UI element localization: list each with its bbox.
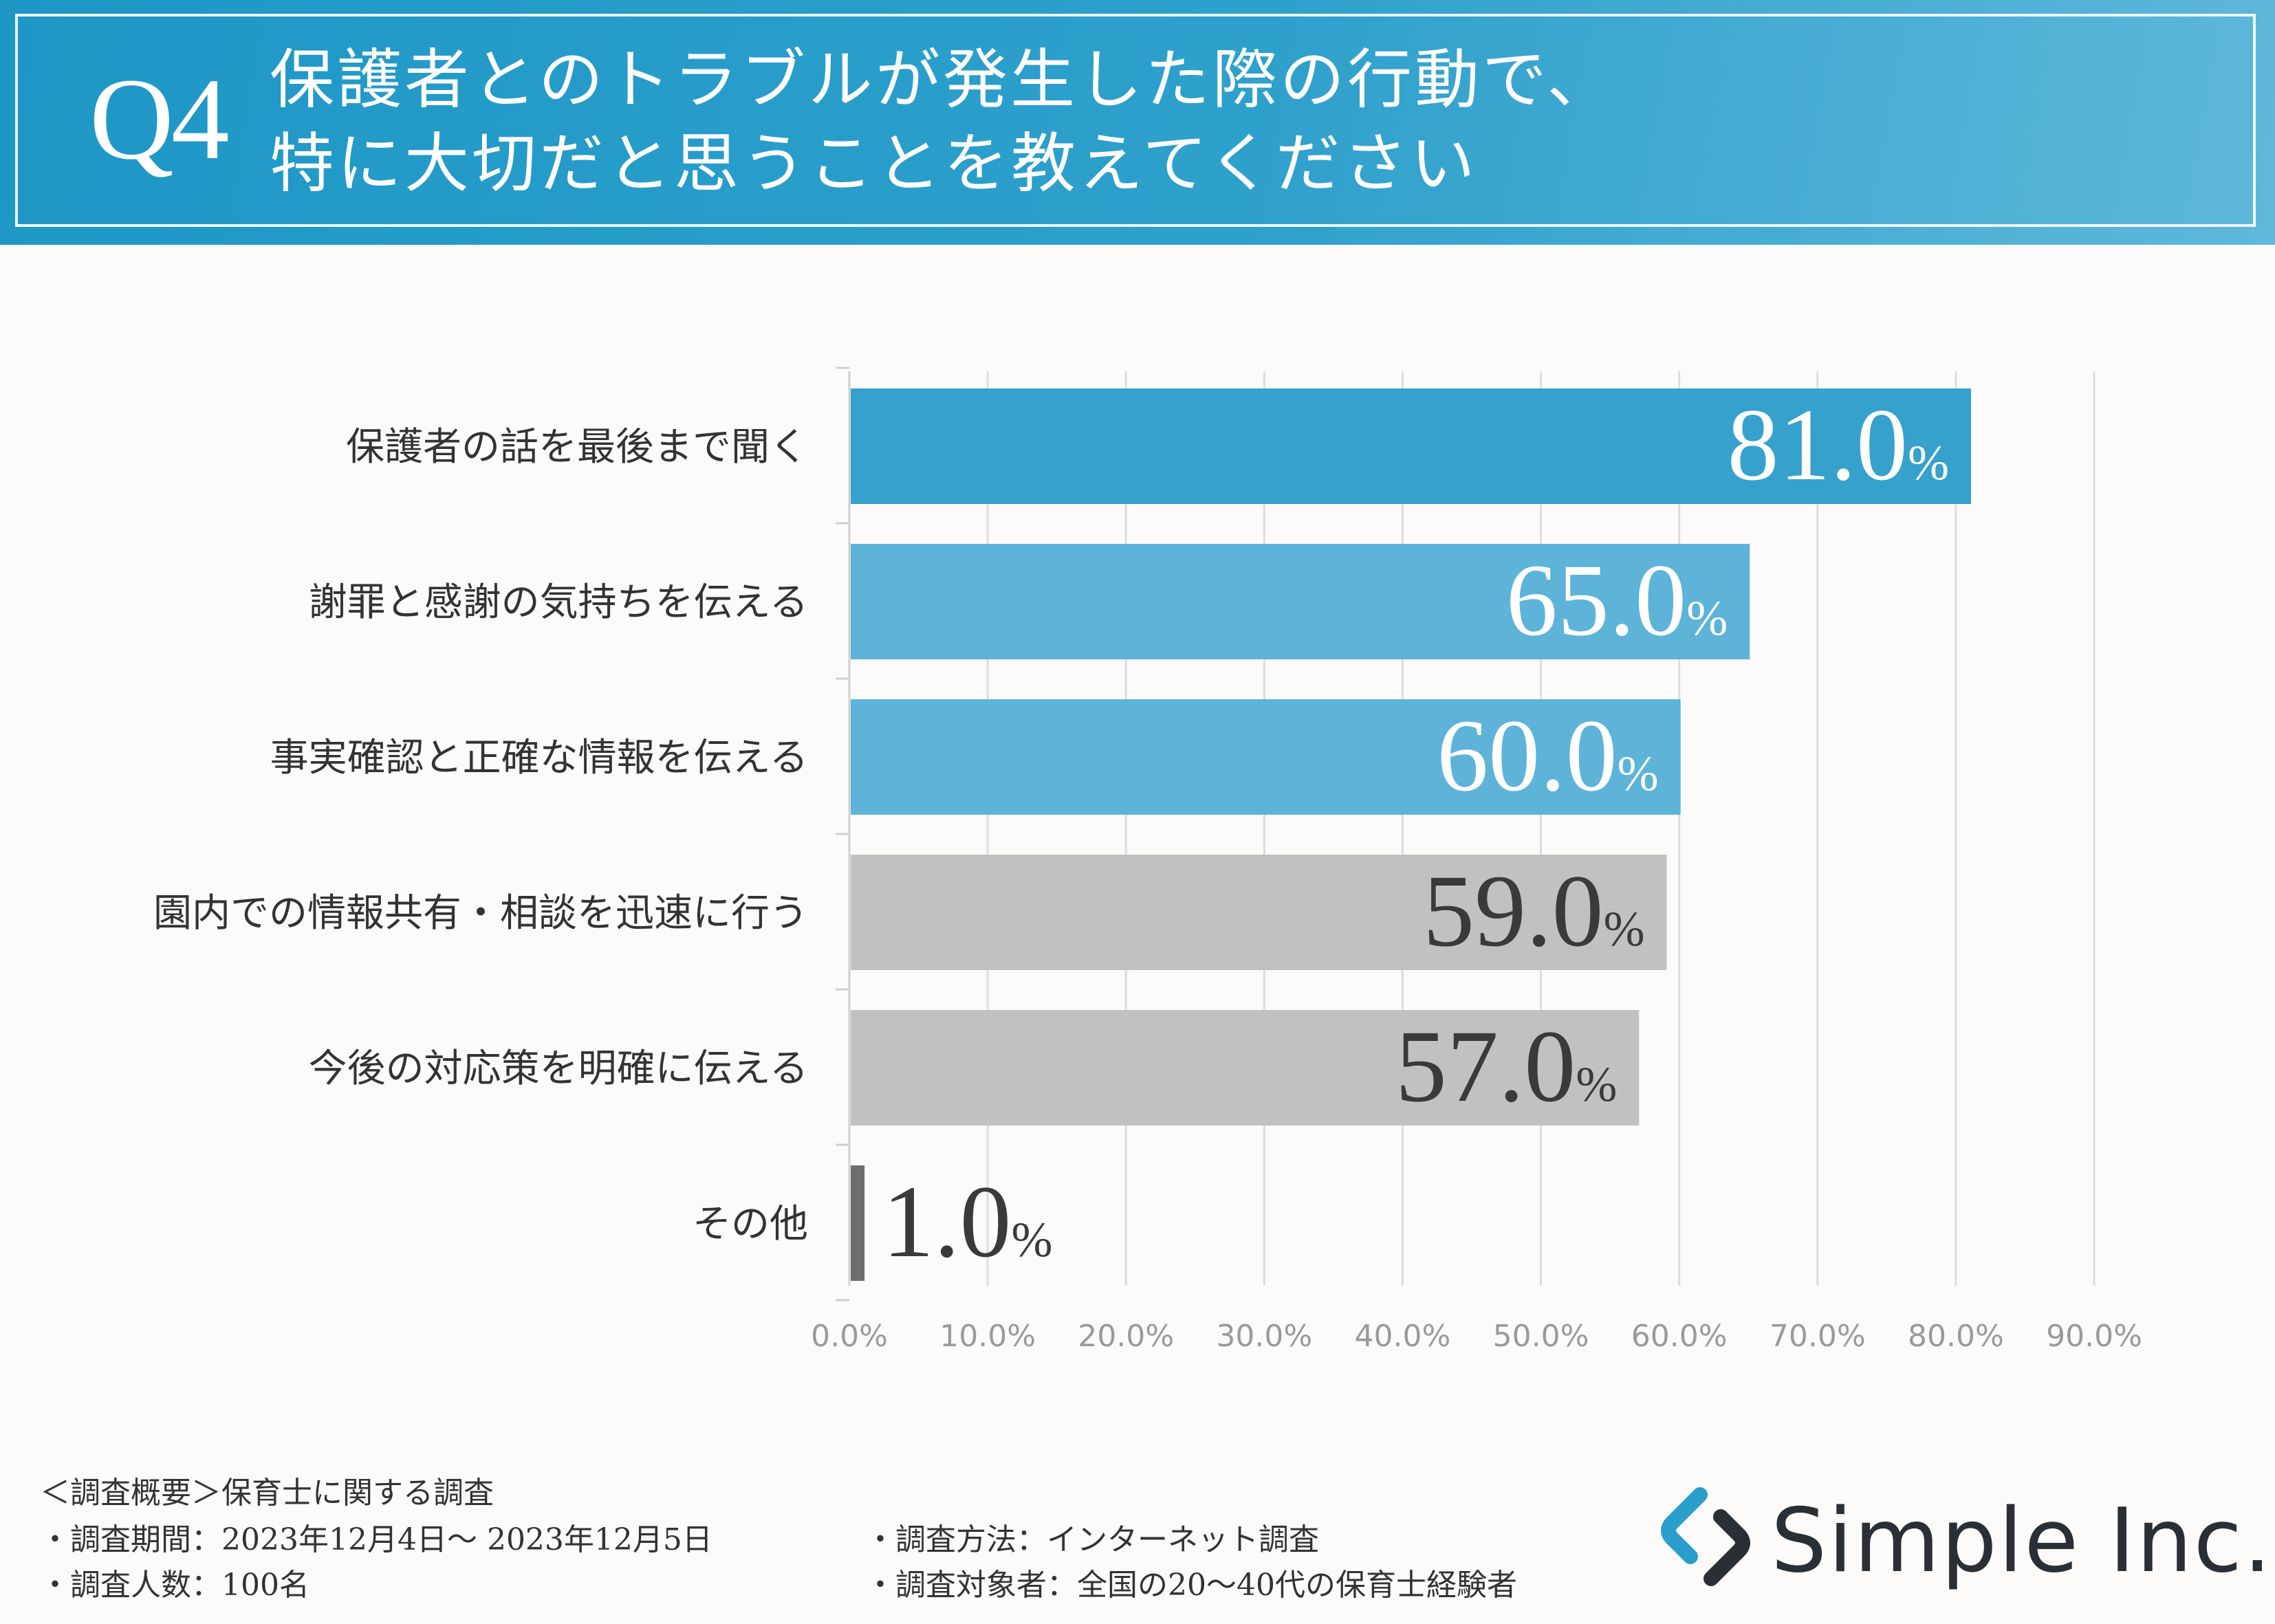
survey-method: ・調査方法：インターネット調査	[865, 1522, 1319, 1557]
question-title-line-2: 特に大切だと思うことを教えてください	[270, 127, 1478, 201]
bar-1	[851, 388, 1971, 504]
category-label: 保護者の話を最後まで聞く	[346, 425, 808, 470]
question-number: Q4	[89, 54, 230, 184]
bar-3	[851, 699, 1681, 815]
bar-4	[851, 855, 1667, 970]
logo-text: Simple Inc.	[1771, 1490, 2273, 1592]
x-tick-label: 30.0%	[1216, 1319, 1312, 1354]
x-tick-label: 90.0%	[2046, 1319, 2142, 1354]
category-label: 今後の対応策を明確に伝える	[309, 1046, 808, 1091]
survey-overview: ＜調査概要＞保育士に関する調査 ・調査期間：2023年12月4日～ 2023年1…	[0, 1451, 2275, 1624]
category-label: その他	[693, 1202, 808, 1247]
bar-chart-svg: 0.0% 10.0% 20.0% 30.0% 40.0% 50.0% 60.0% 70.0% 8…	[153, 366, 2142, 1354]
survey-count: ・調査人数：100名	[40, 1568, 309, 1603]
x-tick-label: 70.0%	[1770, 1319, 1866, 1354]
bar-2	[851, 544, 1750, 659]
category-label: 事実確認と正確な情報を伝える	[270, 736, 808, 780]
header-banner: Q4 保護者とのトラブルが発生した際の行動で、 特に大切だと思うことを教えてくだ…	[0, 0, 2275, 245]
value-label: 57.0%	[1395, 1009, 1617, 1123]
header-frame	[15, 14, 2256, 227]
value-label: 59.0%	[1423, 854, 1644, 968]
value-label: 65.0%	[1506, 543, 1728, 657]
category-label: 園内での情報共有・相談を迅速に行う	[153, 891, 808, 936]
bar-5	[851, 1010, 1640, 1126]
company-logo: Simple Inc.	[1657, 1485, 2272, 1595]
question-title-line-1: 保護者とのトラブルが発生した際の行動で、	[270, 43, 1615, 118]
x-tick-label: 80.0%	[1908, 1319, 2004, 1354]
survey-period: ・調査期間：2023年12月4日～ 2023年12月5日	[40, 1522, 712, 1557]
x-tick-label: 40.0%	[1355, 1319, 1451, 1354]
x-tick-label: 0.0%	[811, 1319, 888, 1354]
bar-6	[851, 1165, 865, 1281]
survey-target: ・調査対象者：全国の20～40代の保育士経験者	[865, 1568, 1517, 1603]
x-tick-label: 50.0%	[1493, 1319, 1589, 1354]
simple-logo-icon	[1661, 1487, 1750, 1586]
x-tick-label: 10.0%	[939, 1319, 1036, 1354]
x-tick-label: 60.0%	[1631, 1319, 1728, 1354]
value-label: 81.0%	[1728, 388, 1949, 502]
value-label: 60.0%	[1437, 699, 1658, 813]
category-label: 謝罪と感謝の気持ちを伝える	[309, 580, 808, 625]
bar-chart: 0.0% 10.0% 20.0% 30.0% 40.0% 50.0% 60.0% 70.0% 8…	[0, 323, 2275, 1403]
x-tick-label: 20.0%	[1078, 1319, 1174, 1354]
value-label: 1.0%	[882, 1165, 1052, 1279]
survey-overview-title: ＜調査概要＞保育士に関する調査	[40, 1475, 494, 1511]
